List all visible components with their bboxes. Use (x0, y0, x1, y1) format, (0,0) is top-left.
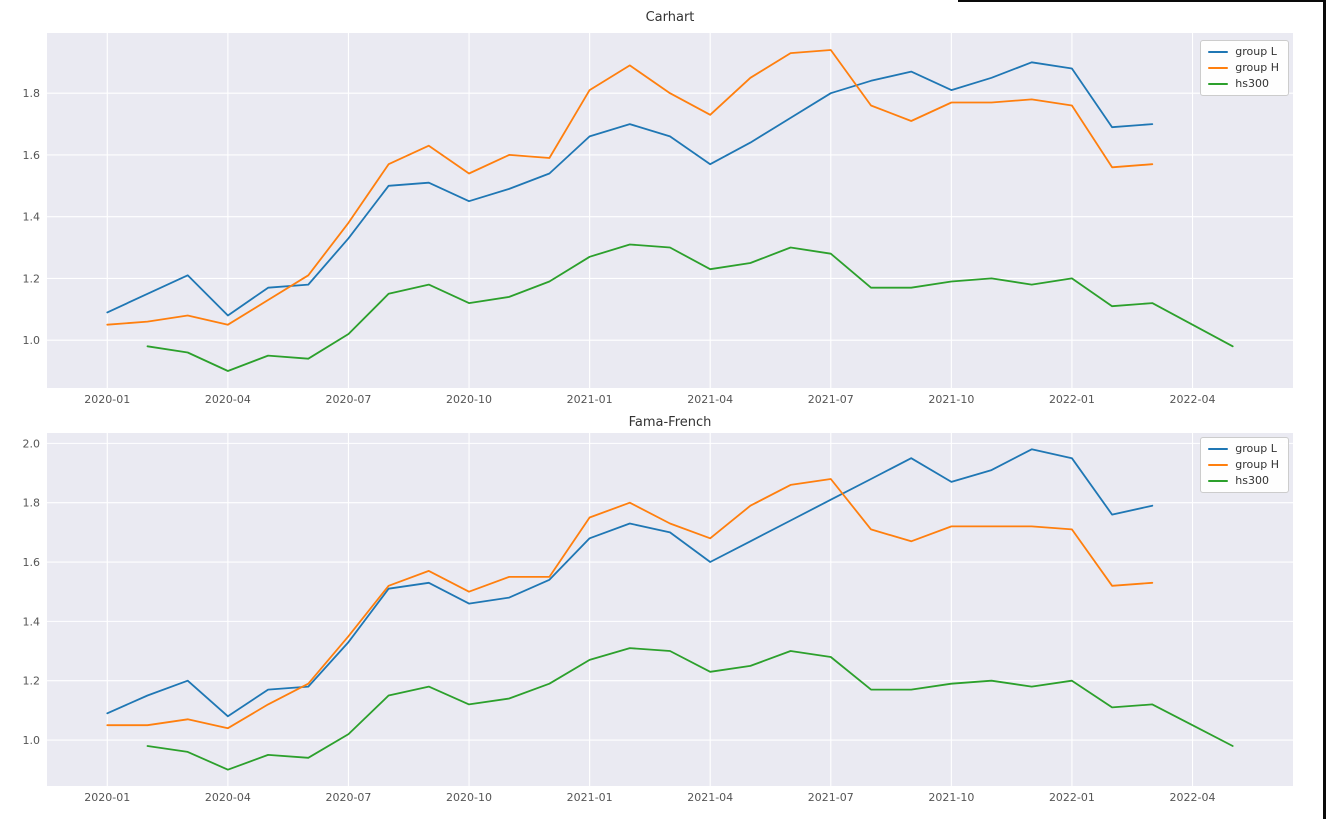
x-tick-label: 2021-04 (687, 393, 733, 406)
x-tick-label: 2020-10 (446, 791, 492, 804)
chart-panel-carhart: Carhart 2020-01 2020-04 2020-07 2020-10 2021… (0, 0, 1323, 409)
series-line-group-H (106, 478, 1154, 730)
x-tick-label: 2021-01 (567, 393, 613, 406)
y-tick-label: 1.8 (23, 87, 41, 100)
x-tick-label: 2020-07 (325, 791, 371, 804)
legend-entry: hs300 (1208, 475, 1279, 487)
legend-entry: group H (1208, 458, 1279, 472)
legend-label: hs300 (1235, 77, 1269, 91)
legend-label: hs300 (1235, 474, 1269, 488)
legend-entry: group H (1208, 61, 1279, 75)
series-line-group-L (106, 61, 1154, 317)
series-line-hs300 (146, 647, 1234, 771)
x-tick-label: 2021-10 (928, 791, 974, 804)
x-tick-label: 2021-10 (928, 393, 974, 406)
x-tick-label: 2020-07 (325, 393, 371, 406)
legend-entry: group L (1208, 45, 1279, 58)
series-line-group-L (106, 448, 1154, 718)
legend-line-swatch (1208, 67, 1229, 70)
legend-line-swatch (1208, 480, 1229, 483)
legend-line-swatch (1208, 448, 1229, 451)
plot-area (47, 433, 1293, 786)
x-tick-label: 2020-10 (446, 393, 492, 406)
x-tick-label: 2020-01 (84, 791, 130, 804)
y-tick-label: 1.4 (23, 615, 41, 628)
legend-line-swatch (1208, 51, 1229, 54)
y-tick-label: 1.6 (23, 149, 41, 162)
x-tick-label: 2020-01 (84, 393, 130, 406)
legend-line-swatch (1208, 464, 1229, 467)
x-tick-label: 2021-04 (687, 791, 733, 804)
x-tick-label: 2020-04 (205, 393, 251, 406)
y-tick-label: 1.6 (23, 556, 41, 569)
legend-entry: group L (1208, 442, 1279, 455)
window-top-edge (958, 0, 1323, 2)
series-line-group-H (106, 49, 1154, 326)
y-tick-label: 1.0 (23, 734, 41, 747)
legend-line-swatch (1208, 83, 1229, 86)
legend-fama-french: group L group H hs300 (1200, 437, 1289, 494)
y-tick-label: 2.0 (23, 437, 41, 450)
x-tick-label: 2022-01 (1049, 791, 1095, 804)
series-line-hs300 (146, 243, 1234, 372)
legend-label: group L (1235, 45, 1277, 58)
carhart-chart: Carhart 2020-01 2020-04 2020-07 2020-10 2021… (23, 10, 1293, 406)
fama-french-chart: Fama-French 2020-01 2020-04 2020-07 2020-10… (23, 415, 1293, 804)
plot-area (47, 33, 1293, 388)
legend-entry: hs300 (1208, 78, 1279, 90)
y-tick-label: 1.2 (23, 272, 41, 285)
x-tick-label: 2021-07 (808, 791, 854, 804)
legend-label: group L (1235, 442, 1277, 455)
x-tick-label: 2021-01 (567, 791, 613, 804)
chart-title-carhart: Carhart (646, 10, 695, 25)
y-tick-label: 1.2 (23, 675, 41, 688)
legend-label: group H (1235, 458, 1279, 472)
x-tick-label: 2022-01 (1049, 393, 1095, 406)
chart-panel-fama-french: Fama-French 2020-01 2020-04 2020-07 2020-10… (0, 409, 1323, 819)
x-tick-label: 2020-04 (205, 791, 251, 804)
y-tick-label: 1.8 (23, 497, 41, 510)
y-tick-label: 1.0 (23, 334, 41, 347)
chart-title-fama-french: Fama-French (629, 415, 712, 430)
legend-label: group H (1235, 61, 1279, 75)
x-tick-label: 2021-07 (808, 393, 854, 406)
x-tick-label: 2022-04 (1170, 393, 1216, 406)
y-tick-label: 1.4 (23, 211, 41, 224)
x-tick-label: 2022-04 (1170, 791, 1216, 804)
legend-carhart: group L group H hs300 (1200, 40, 1289, 97)
